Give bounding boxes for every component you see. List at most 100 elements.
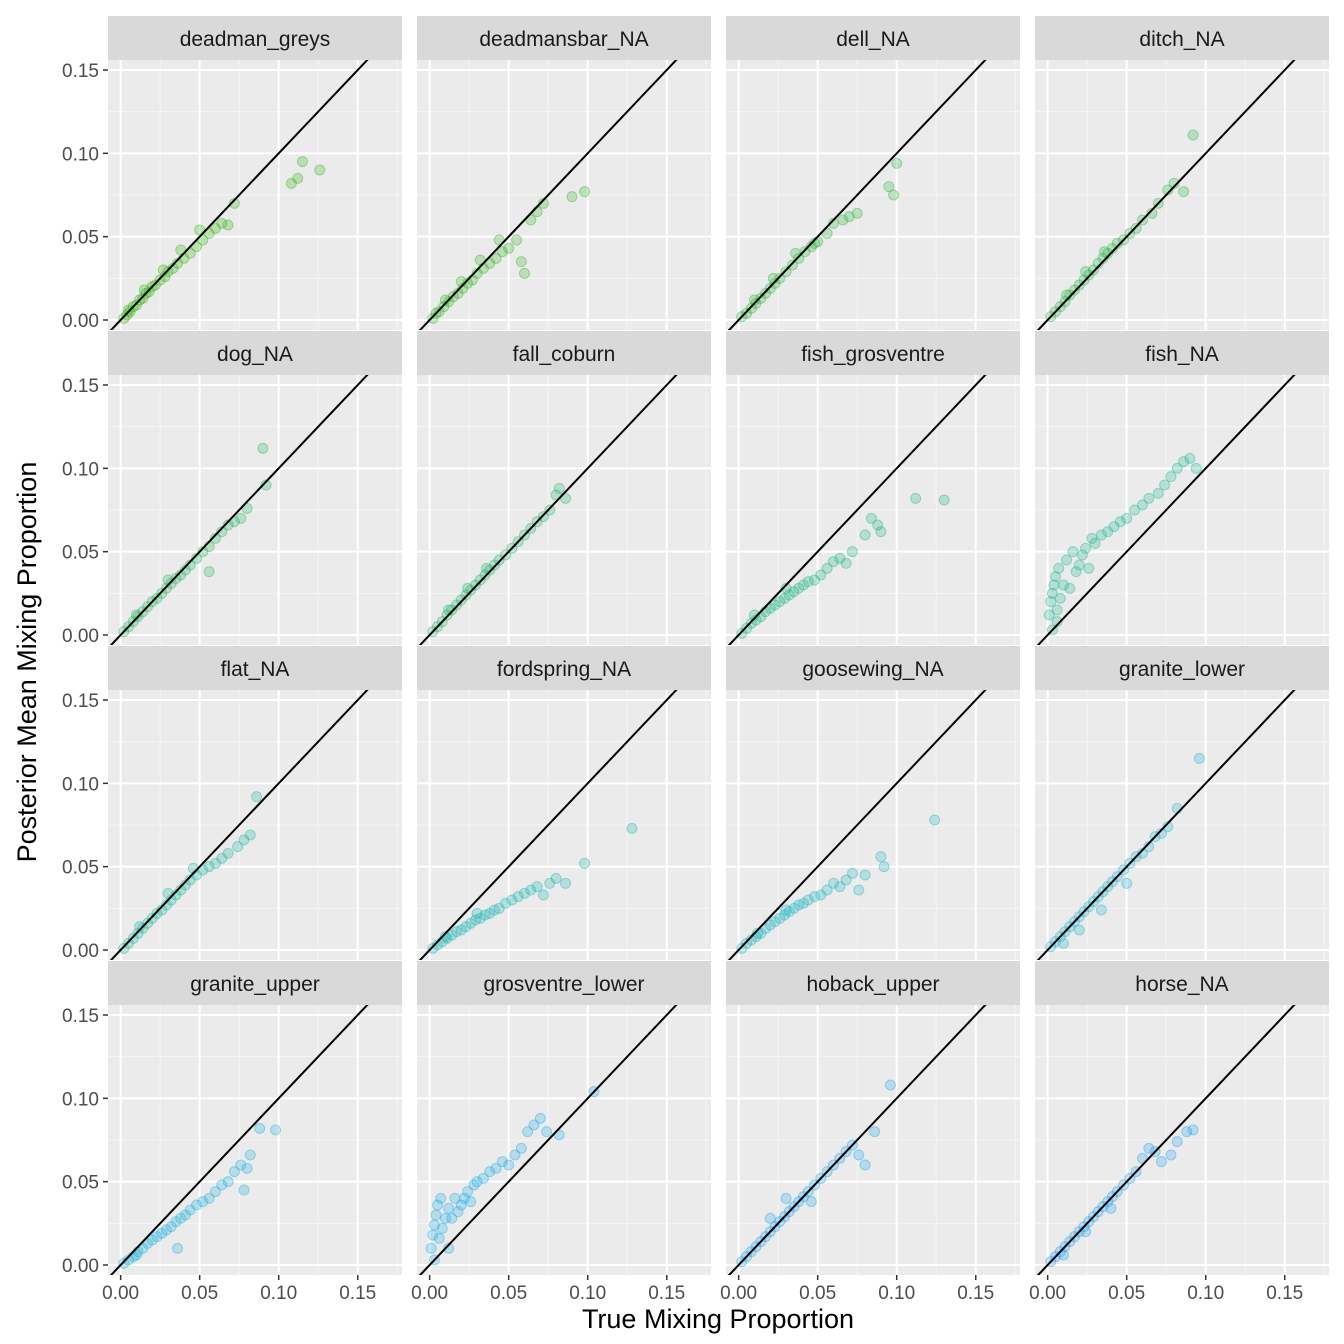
- data-point: [566, 191, 578, 203]
- data-point: [257, 442, 269, 454]
- data-point: [146, 1234, 158, 1246]
- data-point: [853, 1149, 865, 1161]
- x-tick-label: 0.00: [720, 1283, 757, 1304]
- data-point: [1092, 257, 1104, 269]
- x-tick-label: 0.15: [648, 1283, 685, 1304]
- x-tick-label: 0.10: [260, 1283, 297, 1304]
- data-point: [793, 899, 805, 911]
- data-point: [859, 529, 871, 541]
- identity-line: [418, 1005, 678, 1275]
- data-point: [446, 1212, 458, 1224]
- facet-panel-dell_NA: dell_NA: [726, 16, 1020, 330]
- panel-data: [727, 1005, 987, 1275]
- identity-line: [1036, 1005, 1296, 1275]
- panel-data: [1036, 1005, 1296, 1275]
- data-point: [788, 586, 800, 598]
- data-point: [764, 282, 776, 294]
- data-point: [550, 872, 562, 884]
- data-point: [175, 1212, 187, 1224]
- data-point: [1069, 284, 1081, 296]
- panel-data: [1036, 690, 1296, 960]
- x-tick-label: 0.15: [339, 1283, 376, 1304]
- identity-line: [418, 690, 678, 960]
- data-point: [172, 1242, 184, 1254]
- data-point: [1171, 462, 1183, 474]
- data-point: [821, 884, 833, 896]
- data-point: [462, 1186, 474, 1198]
- data-point: [884, 1079, 896, 1091]
- data-point: [560, 877, 572, 889]
- data-point: [191, 552, 203, 564]
- data-point: [531, 881, 543, 893]
- data-point: [123, 304, 135, 316]
- data-point: [159, 271, 171, 283]
- data-point: [865, 512, 877, 524]
- data-point: [511, 234, 523, 246]
- data-point: [846, 867, 858, 879]
- data-point: [209, 857, 221, 869]
- data-point: [797, 579, 809, 591]
- data-point: [251, 791, 263, 803]
- strip-background: [108, 16, 402, 60]
- data-point: [465, 917, 477, 929]
- data-point: [815, 889, 827, 901]
- data-point: [123, 937, 135, 949]
- data-point: [477, 1172, 489, 1184]
- data-point: [748, 609, 760, 621]
- data-point: [515, 1142, 527, 1154]
- x-tick-label: 0.05: [490, 1283, 527, 1304]
- data-point: [142, 917, 154, 929]
- data-point: [528, 1119, 540, 1131]
- strip-background: [726, 961, 1020, 1005]
- data-point: [446, 929, 458, 941]
- y-tick-label: 0.15: [62, 1006, 99, 1027]
- data-point: [769, 599, 781, 611]
- data-point: [455, 1199, 467, 1211]
- data-point: [736, 627, 748, 639]
- data-point: [488, 559, 500, 571]
- data-point: [296, 156, 308, 168]
- data-point: [222, 847, 234, 859]
- panel-data: [109, 1005, 369, 1275]
- data-point: [438, 301, 450, 313]
- data-point: [1108, 521, 1120, 533]
- data-point: [509, 1149, 521, 1161]
- data-point: [1162, 821, 1174, 833]
- data-point: [432, 1199, 444, 1211]
- data-point: [1045, 596, 1057, 608]
- strip-background: [1035, 16, 1329, 60]
- data-point: [1136, 847, 1148, 859]
- data-point: [458, 1192, 470, 1204]
- data-point: [579, 857, 591, 869]
- x-tick-label: 0.00: [1029, 1283, 1066, 1304]
- data-point: [797, 897, 809, 909]
- y-tick-label: 0.10: [62, 459, 99, 480]
- data-point: [764, 919, 776, 931]
- data-point: [228, 1166, 240, 1178]
- panel-data: [727, 375, 987, 645]
- data-point: [780, 1192, 792, 1204]
- data-point: [788, 902, 800, 914]
- data-point: [493, 902, 505, 914]
- data-point: [146, 912, 158, 924]
- data-point: [254, 1122, 266, 1134]
- data-point: [127, 932, 139, 944]
- data-point: [447, 291, 459, 303]
- data-point: [451, 926, 463, 938]
- panel-data: [109, 690, 369, 960]
- data-point: [938, 494, 950, 506]
- data-point: [859, 1159, 871, 1171]
- data-point: [471, 267, 483, 279]
- data-point: [197, 1196, 209, 1208]
- data-point: [137, 292, 149, 304]
- data-point: [468, 1179, 480, 1191]
- y-tick-label: 0.10: [62, 1089, 99, 1110]
- panel-data: [1036, 60, 1296, 330]
- strip-background: [108, 961, 402, 1005]
- facet-panel-goosewing_NA: goosewing_NA: [726, 646, 1020, 960]
- data-point: [425, 1242, 437, 1254]
- data-point: [191, 1199, 203, 1211]
- data-point: [222, 519, 234, 531]
- data-point: [452, 1206, 464, 1218]
- strip-background: [417, 961, 711, 1005]
